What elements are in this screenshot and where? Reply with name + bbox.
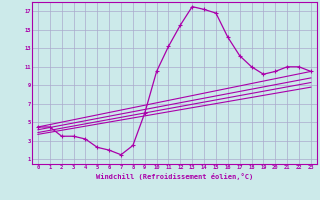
X-axis label: Windchill (Refroidissement éolien,°C): Windchill (Refroidissement éolien,°C) <box>96 173 253 180</box>
